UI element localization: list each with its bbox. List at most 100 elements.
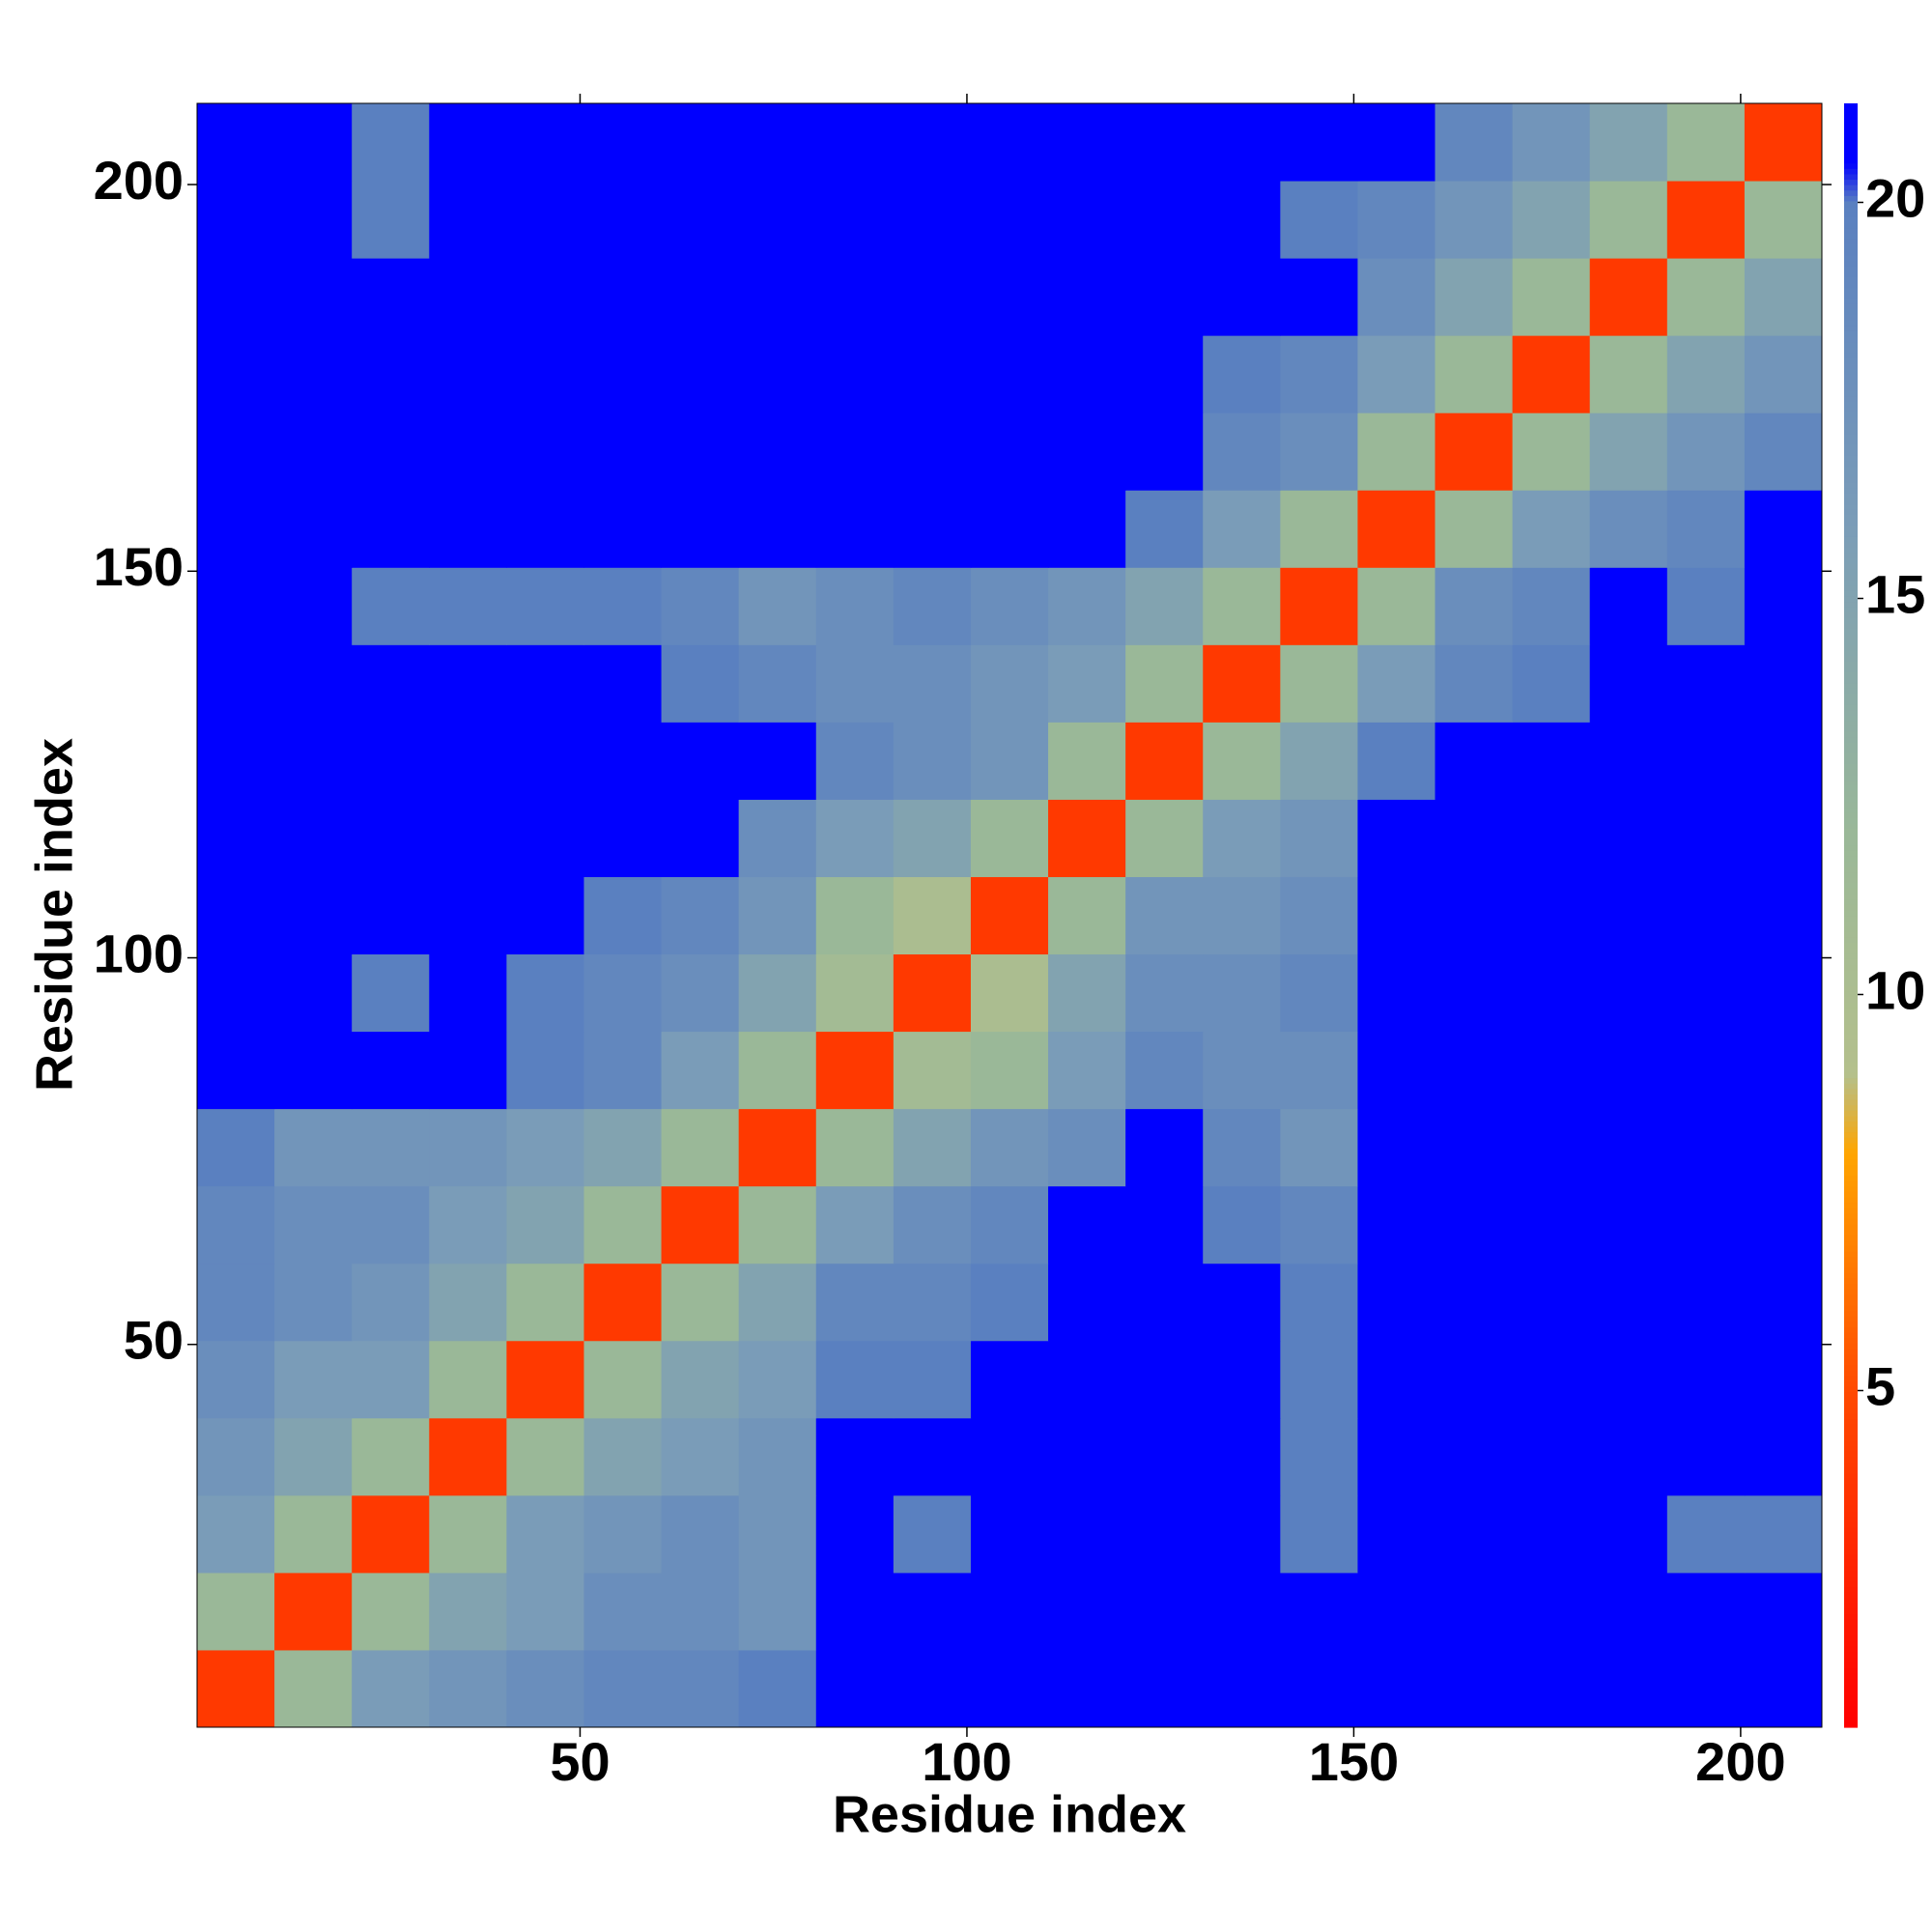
heatmap-cell — [1280, 181, 1358, 259]
heatmap-cell — [1203, 335, 1281, 413]
heatmap-cell — [506, 103, 584, 182]
heatmap-cell — [506, 181, 584, 259]
heatmap-cell — [583, 103, 663, 182]
heatmap-cell — [1435, 181, 1514, 259]
colorbar-swatch — [1844, 168, 1858, 175]
colorbar-swatch — [1844, 936, 1858, 944]
colorbar-swatch — [1844, 925, 1858, 932]
colorbar-swatch — [1844, 125, 1858, 131]
colorbar-swatch — [1844, 817, 1858, 824]
heatmap-cell — [274, 1185, 353, 1264]
colorbar-swatch — [1844, 189, 1858, 196]
colorbar-swatch — [1844, 108, 1858, 115]
heatmap-cell — [970, 876, 1049, 955]
heatmap-cell — [1435, 490, 1514, 568]
colorbar-swatch — [1844, 898, 1858, 905]
heatmap-cell — [506, 722, 584, 800]
heatmap-cell — [1512, 1340, 1591, 1419]
colorbar-swatch — [1844, 1056, 1858, 1063]
heatmap-cell — [738, 799, 817, 877]
colorbar-swatch — [1844, 1023, 1858, 1030]
heatmap-cell — [1512, 1649, 1591, 1728]
heatmap-cell — [352, 1417, 430, 1496]
heatmap-cell — [274, 1031, 353, 1110]
heatmap-cell — [1357, 722, 1436, 800]
heatmap-cell — [1666, 1031, 1746, 1110]
heatmap-cell — [197, 644, 275, 723]
heatmap-cell — [1744, 1185, 1823, 1264]
colorbar-swatch — [1844, 709, 1858, 716]
heatmap-cell — [738, 1417, 817, 1496]
plot-frame — [196, 102, 1823, 1728]
heatmap-cell — [1744, 181, 1823, 259]
colorbar-swatch — [1844, 1645, 1858, 1653]
heatmap-cell — [1666, 567, 1746, 645]
colorbar-swatch — [1844, 812, 1858, 819]
y-tick-label: 100 — [94, 923, 184, 983]
heatmap-cell — [1666, 644, 1746, 723]
colorbar-swatch — [1844, 1283, 1858, 1290]
colorbar-swatch — [1844, 1429, 1858, 1436]
colorbar-swatch — [1844, 1672, 1858, 1680]
heatmap-cell — [1589, 258, 1668, 336]
colorbar-swatch — [1844, 471, 1858, 478]
heatmap-cell — [1512, 644, 1591, 723]
heatmap-cell — [1666, 876, 1746, 955]
heatmap-cell — [1280, 490, 1358, 568]
colorbar-swatch — [1844, 1689, 1858, 1695]
heatmap-cell — [1589, 1494, 1668, 1574]
colorbar-swatch — [1844, 303, 1858, 310]
colorbar-swatch — [1844, 1505, 1858, 1512]
heatmap-cell — [1048, 953, 1126, 1033]
colorbar-swatch — [1844, 763, 1858, 770]
heatmap-cell — [1280, 1649, 1358, 1728]
colorbar-swatch — [1844, 1445, 1858, 1452]
colorbar-swatch — [1844, 341, 1858, 348]
colorbar-swatch — [1844, 1250, 1858, 1258]
heatmap-cell — [274, 722, 353, 800]
heatmap-cell — [1666, 953, 1746, 1033]
colorbar-swatch — [1844, 1235, 1858, 1241]
heatmap-cell — [1666, 1417, 1746, 1496]
heatmap-cell — [815, 335, 895, 413]
colorbar-swatch — [1844, 162, 1858, 169]
colorbar-swatch — [1844, 173, 1858, 181]
colorbar-swatch — [1844, 1543, 1858, 1549]
colorbar-swatch — [1844, 975, 1858, 981]
heatmap-cell — [1203, 953, 1281, 1033]
colorbar-swatch — [1844, 1564, 1858, 1572]
heatmap-cell — [429, 1417, 507, 1496]
colorbar-swatch — [1844, 948, 1858, 954]
heatmap-cell — [815, 1185, 895, 1264]
colorbar-swatch — [1844, 698, 1858, 705]
colorbar-swatch — [1844, 293, 1858, 299]
heatmap-cell — [1203, 1340, 1281, 1419]
heatmap-cell — [1357, 1572, 1436, 1651]
heatmap-cell — [1357, 1417, 1436, 1496]
heatmap-cell — [1357, 567, 1436, 645]
heatmap-cell — [1512, 799, 1591, 877]
heatmap-cell — [970, 1108, 1049, 1187]
heatmap-cell — [352, 181, 430, 259]
heatmap-cell — [1435, 1108, 1514, 1187]
colorbar-swatch — [1844, 352, 1858, 358]
colorbar-swatch — [1844, 362, 1858, 370]
colorbar-swatch — [1844, 260, 1858, 267]
heatmap-cell — [1125, 722, 1204, 800]
colorbar-swatch — [1844, 1256, 1858, 1263]
colorbar-swatch — [1844, 1245, 1858, 1252]
heatmap-cell — [1125, 412, 1204, 491]
heatmap-cell — [738, 335, 817, 413]
colorbar-swatch — [1844, 281, 1858, 289]
heatmap-cell — [1048, 799, 1126, 877]
colorbar-swatch — [1844, 1603, 1858, 1609]
colorbar-swatch — [1844, 1121, 1858, 1127]
heatmap-cell — [1744, 876, 1823, 955]
heatmap-cell — [1435, 722, 1514, 800]
heatmap-cell — [970, 1494, 1049, 1574]
colorbar-swatch — [1844, 389, 1858, 397]
heatmap-cell — [738, 722, 817, 800]
heatmap-cell — [1512, 1417, 1591, 1496]
heatmap-cell — [738, 1572, 817, 1651]
heatmap-cell — [661, 181, 740, 259]
